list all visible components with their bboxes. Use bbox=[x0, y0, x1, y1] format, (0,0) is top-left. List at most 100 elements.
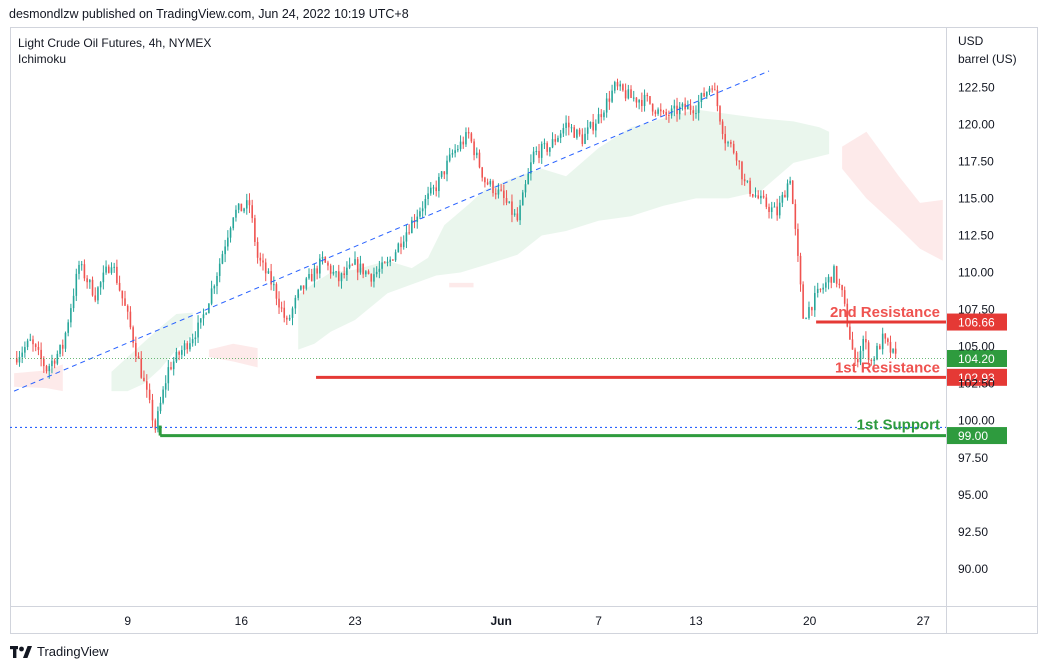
candle-72 bbox=[210, 280, 213, 306]
candle-100 bbox=[286, 315, 288, 326]
candle-304 bbox=[838, 278, 841, 289]
candle-203 bbox=[565, 115, 567, 136]
candle-263 bbox=[727, 140, 729, 147]
candle-body bbox=[765, 197, 768, 207]
candle-body bbox=[867, 342, 870, 361]
candle-283 bbox=[781, 191, 784, 208]
candle-300 bbox=[827, 274, 830, 290]
candle-170 bbox=[475, 147, 478, 159]
candle-220 bbox=[611, 84, 613, 104]
candle-body bbox=[321, 256, 324, 259]
candle-198 bbox=[551, 132, 554, 149]
candle-312 bbox=[859, 345, 862, 366]
candle-2 bbox=[21, 346, 23, 364]
candle-body bbox=[519, 205, 521, 221]
candle-body bbox=[78, 264, 80, 274]
candle-227 bbox=[630, 85, 632, 99]
candle-80 bbox=[232, 217, 235, 231]
candle-3 bbox=[24, 341, 26, 358]
candle-body bbox=[448, 154, 451, 161]
candle-body bbox=[595, 123, 597, 131]
y-tick-4: 115.00 bbox=[958, 191, 994, 205]
y-tick-3: 117.50 bbox=[958, 154, 994, 168]
candle-body bbox=[264, 262, 267, 274]
candle-21 bbox=[72, 288, 75, 312]
candle-79 bbox=[229, 226, 232, 243]
legend-indicator[interactable]: Ichimoku bbox=[18, 52, 67, 66]
candle-167 bbox=[467, 127, 470, 139]
candle-body bbox=[584, 133, 586, 144]
level-tag-0: 99.00 bbox=[947, 427, 1007, 445]
candle-body bbox=[348, 264, 351, 268]
candle-body bbox=[72, 295, 75, 309]
y-tick-13: 92.50 bbox=[958, 525, 988, 539]
candle-body bbox=[513, 213, 516, 215]
candle-body bbox=[221, 254, 224, 264]
candle-body bbox=[473, 141, 475, 156]
candle-body bbox=[402, 241, 405, 248]
candle-body bbox=[170, 367, 172, 370]
candle-body bbox=[811, 307, 813, 311]
candle-67 bbox=[197, 315, 199, 344]
candle-body bbox=[440, 171, 443, 177]
candle-105 bbox=[300, 285, 302, 291]
candle-190 bbox=[530, 154, 532, 181]
chart-legend[interactable]: Light Crude Oil Futures, 4h, NYMEX Ichim… bbox=[18, 35, 211, 67]
candle-body bbox=[245, 200, 248, 209]
candle-body bbox=[692, 110, 695, 114]
cloud-bear-5 bbox=[842, 131, 943, 261]
candle-body bbox=[567, 122, 570, 128]
candle-body bbox=[894, 348, 897, 354]
candle-125 bbox=[354, 251, 356, 266]
candle-173 bbox=[484, 176, 486, 188]
candle-279 bbox=[770, 201, 773, 219]
candle-68 bbox=[199, 318, 202, 329]
price-unit-label: USD barrel (US) bbox=[958, 32, 1017, 68]
candle-body bbox=[324, 256, 327, 263]
last-price-tag-bg bbox=[947, 349, 1007, 367]
candle-body bbox=[367, 271, 370, 275]
candle-body bbox=[124, 298, 126, 306]
candle-body bbox=[532, 151, 535, 163]
candle-101 bbox=[288, 314, 291, 321]
candle-body bbox=[262, 260, 264, 263]
candle-223 bbox=[619, 80, 621, 91]
candle-body bbox=[316, 268, 318, 274]
candle-body bbox=[760, 195, 762, 199]
candle-232 bbox=[643, 89, 646, 112]
candle-6 bbox=[32, 335, 34, 352]
candle-body bbox=[335, 271, 337, 273]
candle-201 bbox=[559, 129, 562, 144]
candle-body bbox=[129, 311, 132, 328]
trendline bbox=[13, 70, 770, 392]
candle-184 bbox=[513, 209, 516, 217]
candle-97 bbox=[278, 291, 280, 314]
level-tag-1: 102.93 bbox=[947, 368, 1007, 386]
y-tick-8: 105.00 bbox=[958, 340, 995, 354]
candle-247 bbox=[684, 97, 686, 116]
candle-55 bbox=[164, 375, 167, 398]
candle-body bbox=[475, 152, 478, 156]
candle-body bbox=[91, 279, 94, 296]
candle-301 bbox=[830, 276, 833, 289]
candle-234 bbox=[649, 96, 651, 105]
candle-body bbox=[724, 133, 726, 144]
candle-body bbox=[121, 290, 124, 299]
candle-body bbox=[227, 237, 229, 247]
candle-249 bbox=[689, 99, 692, 115]
candle-body bbox=[446, 160, 448, 175]
candle-body bbox=[240, 203, 243, 212]
tradingview-logo[interactable]: TradingView bbox=[10, 644, 109, 659]
candle-body bbox=[486, 182, 489, 185]
candle-body bbox=[570, 127, 573, 129]
candle-271 bbox=[749, 177, 751, 197]
candle-body bbox=[356, 259, 359, 273]
candle-152 bbox=[427, 186, 429, 206]
candle-109 bbox=[310, 268, 313, 282]
candle-body bbox=[154, 420, 157, 430]
candle-228 bbox=[632, 90, 635, 102]
candle-7 bbox=[34, 343, 37, 352]
candle-240 bbox=[665, 108, 668, 120]
cloud-bear-4 bbox=[449, 282, 474, 288]
